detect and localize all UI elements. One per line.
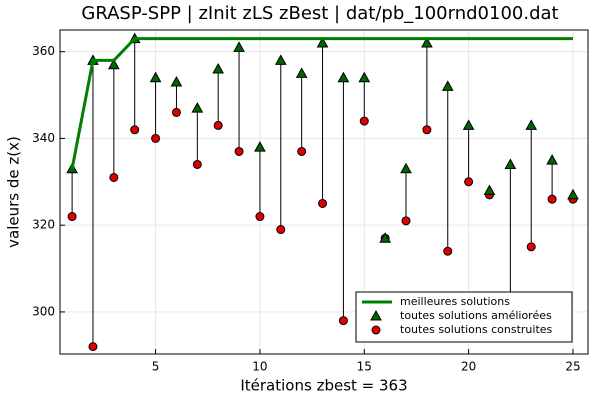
y-tick-label: 320 — [32, 218, 55, 232]
constructed-point — [255, 212, 265, 222]
improved-point — [546, 154, 558, 165]
constructed-point — [526, 242, 536, 252]
constructed-point — [213, 120, 223, 130]
y-axis-label: valeurs de z(x) — [5, 136, 23, 248]
improved-point — [462, 119, 475, 130]
chart-title: GRASP-SPP | zInit zLS zBest | dat/pb_100… — [81, 3, 558, 24]
x-tick-label: 15 — [357, 360, 372, 374]
constructed-point — [297, 146, 307, 156]
y-tick-label: 360 — [32, 44, 55, 58]
x-tick-label: 20 — [461, 360, 476, 374]
improved-point — [191, 102, 204, 113]
y-tick-label: 340 — [32, 131, 55, 145]
constructed-point — [464, 177, 474, 187]
improved-point — [358, 71, 371, 83]
legend-label: meilleures solutions — [400, 295, 510, 308]
improved-point — [274, 54, 287, 65]
constructed-point — [171, 107, 181, 117]
y-tick-label: 300 — [32, 304, 55, 318]
improved-point — [254, 141, 266, 152]
best-line — [70, 37, 573, 170]
improved-point — [441, 80, 454, 91]
constructed-point — [443, 246, 453, 256]
constructed-point — [109, 172, 119, 182]
x-axis-label: Itérations zbest = 363 — [240, 377, 407, 395]
constructed-point — [276, 225, 286, 235]
improved-point — [379, 232, 391, 243]
improved-point — [212, 63, 225, 74]
legend-swatch — [371, 325, 381, 335]
constructed-point — [422, 125, 432, 135]
legend-box — [355, 291, 573, 343]
improved-point — [149, 71, 162, 83]
improved-point — [233, 41, 245, 52]
improved-point — [295, 67, 308, 78]
constructed-point — [359, 116, 369, 126]
plot-frame — [59, 29, 589, 355]
constructed-point — [547, 194, 557, 204]
constructed-point — [338, 316, 348, 326]
constructed-point — [192, 159, 202, 169]
improved-point — [525, 119, 538, 130]
constructed-point — [88, 342, 98, 352]
improved-point — [107, 58, 120, 70]
improved-point — [504, 158, 517, 169]
constructed-point — [151, 133, 161, 143]
improved-point — [400, 162, 412, 174]
improved-point — [316, 36, 329, 48]
improved-point — [483, 184, 496, 195]
constructed-point — [318, 198, 328, 208]
constructed-point — [67, 212, 77, 222]
legend-label: toutes solutions construites — [400, 323, 553, 336]
constructed-point — [234, 146, 244, 156]
improved-point — [170, 76, 183, 87]
x-tick-label: 5 — [152, 360, 160, 374]
improved-point — [337, 71, 350, 83]
constructed-point — [130, 125, 140, 135]
x-tick-label: 10 — [252, 360, 267, 374]
improved-point — [567, 188, 579, 200]
legend-label: toutes solutions améliorées — [400, 309, 552, 322]
improved-point — [421, 36, 433, 48]
constructed-point — [401, 216, 411, 226]
x-tick-label: 25 — [565, 360, 580, 374]
legend-swatch — [370, 309, 382, 321]
